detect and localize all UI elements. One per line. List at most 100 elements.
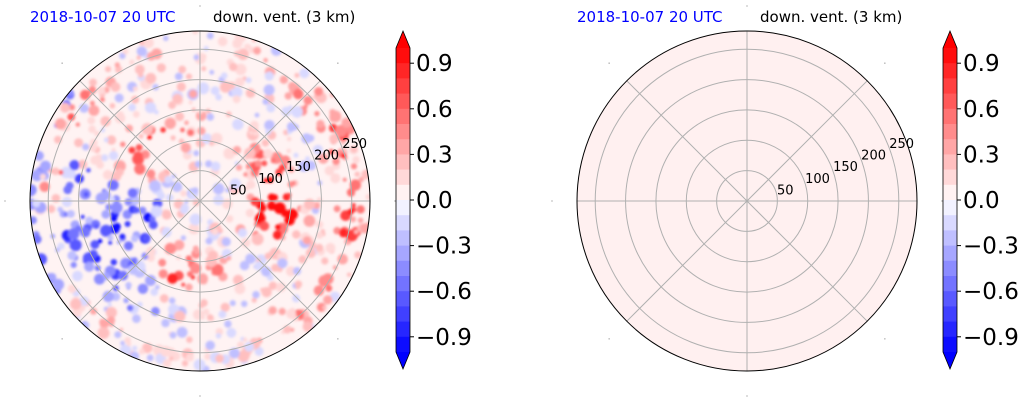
field-cell	[132, 207, 140, 214]
colorbar-tick-label: −0.3	[416, 234, 472, 260]
field-cell	[263, 58, 268, 63]
field-cell	[305, 156, 310, 162]
field-cell	[72, 308, 82, 318]
field-cell	[31, 169, 43, 182]
field-cell	[187, 129, 195, 137]
colorbar-segment	[943, 321, 957, 338]
field-cell	[131, 235, 139, 243]
field-cell	[136, 55, 141, 60]
field-cell	[184, 199, 189, 204]
field-cell	[264, 120, 275, 131]
field-cell	[84, 261, 95, 272]
field-cell	[162, 359, 172, 368]
field-cell	[185, 283, 193, 291]
field-cell	[140, 149, 150, 159]
field-cell	[261, 287, 272, 298]
field-cell	[79, 103, 89, 113]
field-cell	[186, 336, 193, 343]
radial-tick-label: 150	[833, 160, 858, 175]
colorbar-segment	[396, 321, 410, 338]
field-cell	[110, 82, 121, 92]
field-cell	[116, 168, 124, 176]
radial-tick-label: 50	[777, 183, 794, 198]
field-cell	[170, 135, 176, 141]
field-cell	[108, 240, 113, 245]
field-cell	[86, 167, 91, 173]
polar-grid	[4, 5, 396, 397]
field-cell	[69, 239, 82, 252]
plot-boundary	[576, 30, 918, 372]
colorbar-tick-label: 0.0	[416, 188, 453, 214]
field-cell	[292, 230, 301, 239]
field-cell	[51, 194, 61, 203]
timestamp-label: 2018-10-07 20 UTC	[577, 8, 723, 26]
field-cell	[30, 184, 37, 196]
field-cell	[90, 155, 100, 165]
colorbar-segment	[396, 306, 410, 322]
field-cell	[224, 320, 232, 328]
field-cell	[181, 360, 189, 367]
field-cell	[194, 160, 202, 168]
field-cell	[234, 77, 245, 87]
colorbar-segment	[943, 154, 957, 170]
field-cell	[176, 82, 186, 92]
field-cell	[275, 168, 283, 176]
field-cell	[328, 149, 335, 155]
field-cell	[315, 231, 324, 239]
field-cell	[70, 298, 82, 310]
field-cell	[239, 349, 251, 360]
grid-spoke	[746, 80, 868, 202]
field-cell	[149, 180, 161, 192]
field-cell	[113, 222, 121, 231]
field-cell	[286, 148, 292, 154]
field-cell	[329, 116, 335, 122]
field-cell	[205, 340, 215, 351]
radial-tick-label: 200	[861, 149, 886, 164]
field-cell	[149, 215, 156, 222]
field-cell	[244, 147, 256, 159]
field-cell	[124, 221, 131, 227]
colorbar-segment	[396, 184, 410, 201]
field-cell	[203, 45, 209, 52]
field-cell	[99, 97, 105, 103]
field-cell	[150, 205, 163, 218]
field-cell	[135, 144, 143, 151]
colorbar-segment	[396, 291, 410, 307]
field-cell	[226, 327, 237, 338]
colorbar-segment	[943, 200, 957, 216]
field-cell	[74, 138, 84, 148]
field-cell	[134, 163, 146, 175]
field-cell	[125, 281, 132, 289]
field-cell	[232, 146, 242, 155]
field-cell	[302, 236, 312, 245]
field-cell	[122, 48, 129, 55]
field-cell	[100, 224, 113, 237]
field-cell	[161, 318, 170, 328]
colorbar-segment	[396, 200, 410, 216]
field-cell	[156, 63, 166, 73]
field-cell	[211, 263, 224, 276]
field-cell	[220, 302, 230, 312]
field-cell	[275, 282, 286, 293]
field-cell	[211, 228, 219, 236]
field-cell	[97, 86, 106, 95]
field-cell	[245, 88, 256, 98]
field-cell	[313, 144, 323, 155]
field-cell	[67, 284, 77, 294]
field-cell	[288, 166, 295, 173]
field-cell	[347, 208, 354, 216]
field-cell	[107, 234, 114, 241]
field-cell	[234, 63, 247, 76]
grid-spoke	[79, 80, 201, 202]
field-cell	[325, 284, 333, 292]
field-cell	[125, 124, 133, 133]
field-cell	[70, 261, 77, 268]
field-cell	[288, 81, 297, 91]
angle-tick	[61, 338, 63, 340]
field-cell	[180, 235, 186, 241]
colorbar-segment	[396, 108, 410, 125]
field-cell	[90, 240, 100, 249]
field-cell	[198, 302, 205, 309]
radial-tick-label: 200	[314, 149, 339, 164]
